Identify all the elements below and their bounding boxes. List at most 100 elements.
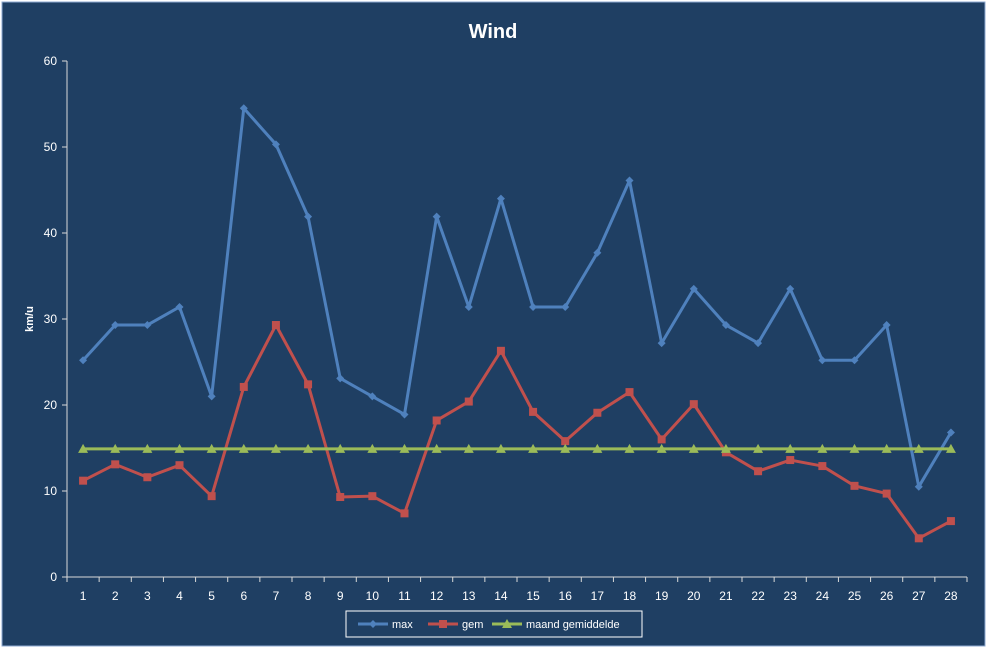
data-point xyxy=(207,392,216,401)
data-point xyxy=(754,467,763,476)
data-point xyxy=(946,517,955,526)
data-point xyxy=(657,435,666,444)
data-point xyxy=(656,443,667,453)
data-point xyxy=(110,443,121,453)
data-point xyxy=(368,392,377,401)
data-point xyxy=(881,443,892,453)
data-point xyxy=(529,302,538,311)
data-point xyxy=(721,321,730,330)
data-point xyxy=(206,443,217,453)
data-point xyxy=(303,443,314,453)
data-point xyxy=(818,462,827,471)
data-point xyxy=(79,476,88,485)
data-point xyxy=(625,176,634,185)
x-tick-label: 15 xyxy=(526,589,540,603)
data-point xyxy=(688,443,699,453)
legend-marker xyxy=(369,620,377,628)
data-point xyxy=(850,481,859,490)
data-point xyxy=(238,443,249,453)
data-point xyxy=(336,493,345,502)
y-tick-label: 30 xyxy=(44,312,58,326)
data-point xyxy=(143,473,152,482)
data-point xyxy=(496,194,505,203)
data-point xyxy=(495,443,506,453)
x-tick-label: 22 xyxy=(751,589,765,603)
data-point xyxy=(882,321,891,330)
legend-marker xyxy=(502,619,512,628)
y-tick-label: 10 xyxy=(44,484,58,498)
data-point xyxy=(270,443,281,453)
data-point xyxy=(528,443,539,453)
data-point xyxy=(914,482,923,491)
x-tick-label: 19 xyxy=(655,589,669,603)
data-point xyxy=(946,428,955,437)
data-point xyxy=(399,443,410,453)
chart-title: Wind xyxy=(469,21,518,43)
legend-item: max xyxy=(358,619,413,631)
legend-item: gem xyxy=(428,619,483,631)
y-tick-label: 20 xyxy=(44,398,58,412)
data-point xyxy=(271,321,280,330)
data-point xyxy=(432,212,441,221)
data-point xyxy=(625,388,634,397)
series-maand-gemiddelde xyxy=(78,443,956,453)
x-tick-label: 8 xyxy=(305,589,312,603)
data-point xyxy=(175,302,184,311)
x-tick-label: 11 xyxy=(398,589,411,603)
x-tick-label: 12 xyxy=(430,589,444,603)
data-point xyxy=(496,346,505,355)
x-tick-label: 7 xyxy=(273,589,280,603)
x-tick-label: 23 xyxy=(784,589,798,603)
legend-label: gem xyxy=(462,619,483,631)
data-point xyxy=(271,140,280,149)
x-tick-label: 26 xyxy=(880,589,894,603)
data-point xyxy=(945,443,956,453)
data-point xyxy=(400,509,409,518)
data-point xyxy=(593,248,602,257)
x-tick-label: 24 xyxy=(816,589,830,603)
data-point xyxy=(432,416,441,425)
data-point xyxy=(239,104,248,113)
data-point xyxy=(753,443,764,453)
data-point xyxy=(914,534,923,543)
data-point xyxy=(111,460,120,469)
data-point xyxy=(720,443,731,453)
data-point xyxy=(463,443,474,453)
series-line xyxy=(81,106,953,489)
data-point xyxy=(913,443,924,453)
data-point xyxy=(561,437,570,446)
data-point xyxy=(207,492,216,501)
data-point xyxy=(336,374,345,383)
data-point xyxy=(431,443,442,453)
data-point xyxy=(335,443,346,453)
x-tick-label: 2 xyxy=(112,589,119,603)
x-tick-label: 10 xyxy=(366,589,380,603)
data-point xyxy=(657,339,666,348)
x-tick-label: 13 xyxy=(462,589,476,603)
y-tick-label: 60 xyxy=(44,54,58,68)
y-axis-label: km/u xyxy=(24,306,36,332)
legend-label: max xyxy=(392,619,413,631)
data-point xyxy=(239,382,248,391)
x-tick-label: 28 xyxy=(944,589,958,603)
legend-item: maand gemiddelde xyxy=(492,619,620,631)
x-tick-label: 5 xyxy=(208,589,215,603)
x-tick-label: 20 xyxy=(687,589,701,603)
data-point xyxy=(882,489,891,498)
data-point xyxy=(850,356,859,365)
legend-marker xyxy=(439,620,447,628)
data-point xyxy=(111,321,120,330)
series-line xyxy=(82,323,952,540)
legend: max gem maand gemiddelde xyxy=(345,610,643,638)
x-tick-label: 17 xyxy=(591,589,605,603)
series-layer xyxy=(78,104,956,543)
data-point xyxy=(689,284,698,293)
x-tick-label: 25 xyxy=(848,589,862,603)
data-point xyxy=(689,400,698,409)
x-tick-label: 14 xyxy=(494,589,508,603)
data-point xyxy=(592,443,603,453)
data-point xyxy=(786,456,795,465)
